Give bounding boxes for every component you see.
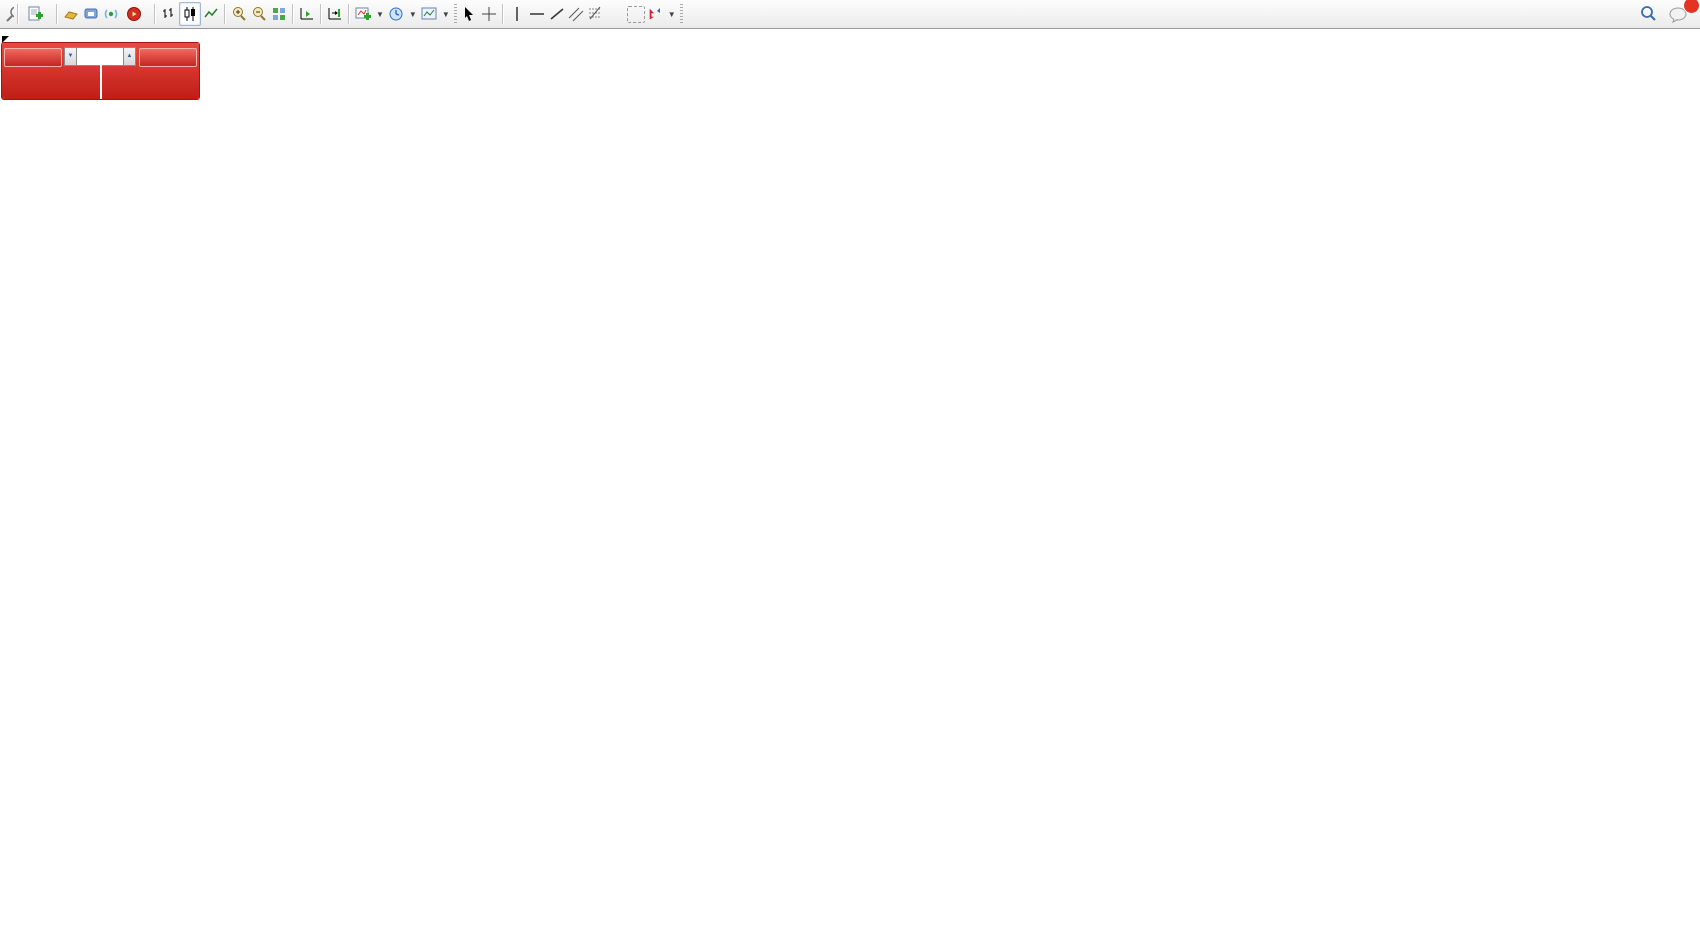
arrows-tool-button[interactable]: ▼ — [645, 3, 678, 25]
separator — [17, 4, 19, 24]
toolbar-right-group — [1638, 0, 1700, 25]
new-chart-dropdown[interactable]: ▼ — [376, 9, 384, 19]
notifications-icon[interactable] — [1666, 0, 1700, 25]
vertical-line-tool-icon[interactable] — [507, 3, 527, 25]
templates-icon — [421, 7, 437, 20]
symbol-marker-icon — [2, 36, 9, 43]
crosshair-tool-icon[interactable] — [479, 3, 499, 25]
auto-scroll-icon[interactable] — [297, 3, 317, 25]
signals-icon[interactable] — [101, 3, 121, 25]
volume-decrease-button[interactable]: ▼ — [64, 47, 77, 66]
arrows-dropdown[interactable]: ▼ — [667, 9, 676, 19]
one-click-trading-panel: ▼ ▲ — [2, 43, 199, 99]
templates-button[interactable]: ▼ — [419, 3, 452, 25]
text-label-tool-icon[interactable] — [626, 5, 645, 23]
separator — [224, 4, 226, 24]
channel-tool-icon[interactable] — [567, 3, 587, 25]
candlestick-chart-type-icon[interactable] — [179, 2, 201, 26]
new-order-button[interactable] — [22, 3, 53, 25]
text-tool-icon[interactable] — [607, 3, 627, 25]
profiles-clock-icon — [389, 7, 403, 21]
publisher-icon[interactable] — [81, 3, 101, 25]
arrows-tool-icon — [649, 8, 660, 20]
separator — [292, 4, 294, 24]
fibonacci-tool-icon[interactable] — [587, 3, 607, 25]
rsi-panel[interactable] — [0, 751, 1653, 926]
templates-dropdown[interactable]: ▼ — [441, 9, 450, 19]
volume-control: ▼ ▲ — [64, 47, 136, 66]
zoom-in-icon[interactable] — [229, 3, 249, 25]
time-axis-area[interactable] — [0, 929, 1700, 945]
toolbar-drag-handle[interactable] — [453, 4, 457, 24]
trendline-tool-icon[interactable] — [547, 3, 567, 25]
notification-badge — [1683, 0, 1700, 14]
sell-price-display[interactable] — [2, 65, 99, 99]
horizontal-line-tool-icon[interactable] — [527, 3, 547, 25]
separator — [320, 4, 322, 24]
search-icon[interactable] — [1638, 3, 1658, 25]
zoom-out-icon[interactable] — [249, 3, 269, 25]
macd-panel[interactable] — [0, 582, 1653, 746]
cursor-tool-icon[interactable] — [459, 3, 479, 25]
bar-chart-type-icon[interactable] — [159, 3, 179, 25]
line-chart-type-icon[interactable] — [201, 3, 221, 25]
buy-button[interactable] — [139, 48, 197, 67]
autotrading-button[interactable] — [121, 3, 151, 25]
profiles-dropdown[interactable]: ▼ — [408, 9, 417, 19]
buy-price-display[interactable] — [100, 65, 199, 99]
new-order-icon — [28, 6, 43, 21]
separator — [501, 4, 504, 24]
new-chart-icon — [355, 7, 371, 20]
sell-button[interactable] — [4, 48, 62, 67]
chart-shift-icon[interactable] — [325, 3, 345, 25]
tile-windows-icon[interactable] — [269, 3, 289, 25]
volume-input[interactable] — [77, 47, 123, 66]
clipped-toolbar-icon[interactable] — [2, 3, 14, 25]
price-axis-area[interactable] — [1653, 31, 1700, 929]
separator — [154, 4, 156, 24]
profiles-button[interactable]: ▼ — [386, 3, 419, 25]
separator — [56, 4, 58, 24]
toolbar: ▼ ▼ ▼ ▼ — [0, 0, 1700, 29]
volume-increase-button[interactable]: ▲ — [123, 47, 136, 66]
toolbar-drag-handle[interactable] — [679, 4, 683, 24]
separator — [348, 4, 350, 24]
market-watch-icon[interactable] — [61, 3, 81, 25]
new-chart-button[interactable]: ▼ — [353, 3, 386, 25]
main-chart-panel[interactable] — [0, 31, 1653, 577]
autotrading-icon — [127, 7, 141, 21]
